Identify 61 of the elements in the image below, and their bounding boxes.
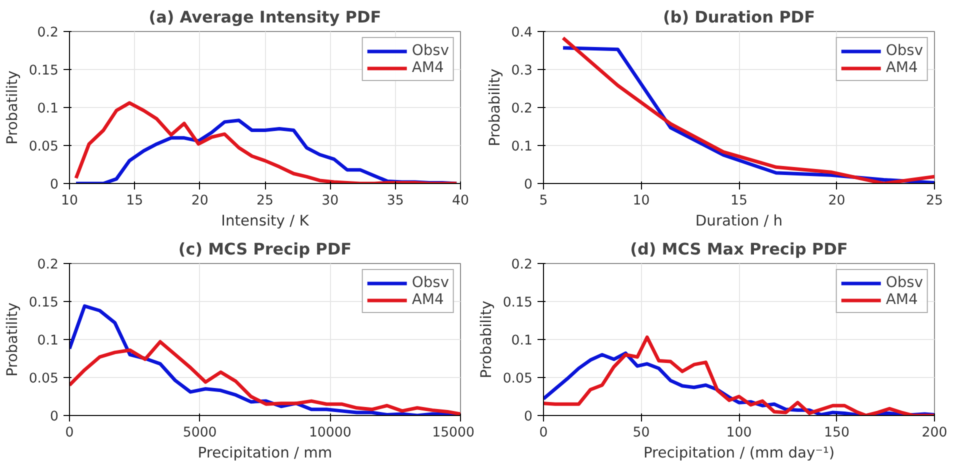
- y-tick-label: 0.2: [37, 258, 59, 272]
- x-axis-title: Precipitation / mm: [198, 444, 332, 462]
- x-tick-label: 35: [386, 194, 404, 208]
- chart-title: (d) MCS Max Precip PDF: [630, 240, 848, 258]
- x-axis-title: Intensity / K: [221, 212, 310, 230]
- x-tick-label: 25: [256, 194, 274, 208]
- y-axis-title: Probatility: [4, 302, 21, 376]
- x-tick-label: 10: [632, 194, 650, 208]
- y-tick-label: 0.05: [28, 140, 59, 154]
- x-tick-label: 40: [452, 194, 469, 208]
- y-tick-label: 0.15: [28, 64, 59, 78]
- chart-title: (b) Duration PDF: [662, 8, 816, 26]
- legend-label: Obsv: [412, 274, 449, 291]
- legend-label: AM4: [412, 59, 444, 76]
- x-tick-label: 15: [730, 194, 748, 208]
- chart-title: (a) Average Intensity PDF: [148, 8, 382, 26]
- x-axis-title: Precipitation / (mm day⁻¹): [643, 444, 835, 462]
- x-tick-label: 5000: [182, 426, 217, 440]
- x-tick-label: 0: [65, 426, 74, 440]
- x-tick-label: 200: [922, 426, 948, 440]
- chart-title: (c) MCS Precip PDF: [178, 240, 352, 258]
- y-tick-label: 0.2: [511, 258, 533, 272]
- x-tick-label: 100: [726, 426, 752, 440]
- x-tick-label: 0: [539, 426, 548, 440]
- legend-label: Obsv: [886, 274, 923, 291]
- y-tick-label: 0.05: [502, 372, 533, 386]
- x-tick-label: 20: [828, 194, 846, 208]
- y-tick-label: 0.2: [511, 102, 533, 116]
- legend-label: AM4: [886, 59, 918, 76]
- y-tick-label: 0: [524, 178, 533, 192]
- y-tick-label: 0.1: [37, 334, 59, 348]
- y-tick-label: 0.05: [28, 372, 59, 386]
- y-tick-label: 0.1: [511, 334, 533, 348]
- x-tick-label: 150: [824, 426, 850, 440]
- x-tick-label: 5: [539, 194, 548, 208]
- y-tick-label: 0: [50, 410, 59, 424]
- y-tick-label: 0.1: [511, 140, 533, 154]
- x-tick-label: 15000: [432, 426, 475, 440]
- legend-label: Obsv: [886, 42, 923, 59]
- x-tick-label: 10000: [308, 426, 352, 440]
- y-tick-label: 0.3: [511, 64, 533, 78]
- y-axis-title: Probability: [486, 68, 504, 146]
- y-tick-label: 0: [524, 410, 533, 424]
- x-tick-label: 20: [191, 194, 208, 208]
- x-tick-label: 25: [926, 194, 943, 208]
- y-tick-label: 0.15: [502, 296, 533, 310]
- x-tick-label: 10: [61, 194, 78, 208]
- legend-label: AM4: [412, 291, 444, 308]
- x-tick-label: 15: [126, 194, 144, 208]
- x-tick-label: 30: [322, 194, 339, 208]
- y-axis-title: Probability: [478, 300, 495, 378]
- y-tick-label: 0.15: [28, 296, 59, 310]
- legend-label: Obsv: [412, 42, 449, 59]
- y-tick-label: 0.4: [511, 26, 533, 40]
- x-tick-label: 50: [632, 426, 650, 440]
- y-tick-label: 0.1: [37, 102, 59, 116]
- y-tick-label: 0: [50, 178, 59, 192]
- y-tick-label: 0.2: [37, 26, 59, 40]
- legend-label: AM4: [886, 291, 918, 308]
- x-axis-title: Duration / h: [695, 212, 783, 230]
- y-axis-title: Probatility: [4, 70, 21, 144]
